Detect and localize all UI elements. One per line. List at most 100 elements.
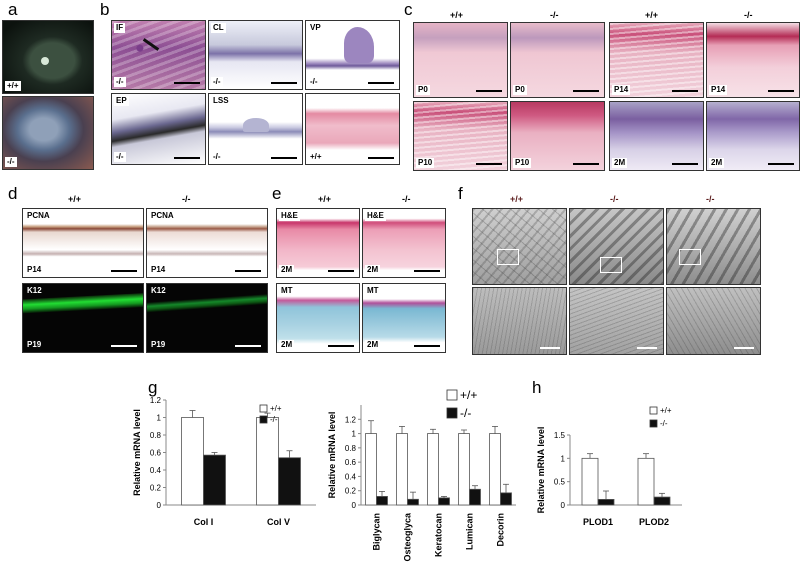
histology-tile: P10 — [413, 101, 508, 171]
electron-micrograph — [569, 208, 664, 285]
age-tag: P14 — [612, 85, 631, 95]
legend-swatch — [259, 404, 268, 413]
electron-micrograph-zoom — [666, 287, 761, 355]
zoom-box — [497, 249, 519, 265]
y-tick-label: 0.8 — [345, 444, 357, 453]
scale-bar — [271, 157, 297, 159]
scale-bar — [328, 345, 354, 347]
scale-bar — [368, 157, 394, 159]
zoom-box — [600, 257, 622, 273]
bar — [365, 433, 377, 506]
bar — [203, 454, 226, 506]
bar — [376, 496, 388, 506]
y-tick-label: 1.5 — [554, 431, 566, 440]
panel-d-label: d — [8, 184, 18, 203]
legend-label: +/+ — [460, 388, 477, 402]
stain-tag: PCNA — [25, 211, 52, 221]
histology-tile: EP -/- — [111, 93, 206, 165]
scale-bar — [476, 90, 502, 92]
genotype-tag: -/- — [5, 157, 17, 167]
stain-tag: K12 — [27, 286, 42, 295]
legend-label: -/- — [270, 415, 278, 424]
bar — [256, 417, 279, 506]
scale-bar — [637, 347, 657, 349]
legend-swatch — [649, 419, 658, 428]
bar — [278, 457, 301, 506]
chart-col-mrna: Relative mRNA level 0 0.2 0.4 0.6 0.8 1 1.2 Col … — [132, 396, 316, 527]
scale-bar — [573, 90, 599, 92]
panel-b-label: b — [100, 0, 110, 19]
age-tag: P10 — [416, 158, 435, 168]
legend-label: +/+ — [660, 406, 672, 415]
age-tag: 2M — [612, 158, 628, 168]
bar — [637, 457, 655, 506]
histology-tile: IF -/- — [111, 20, 206, 90]
scale-bar — [672, 163, 698, 165]
column-header: -/- — [550, 10, 559, 20]
ihc-tile: PCNA P14 — [22, 208, 144, 278]
electron-micrograph — [472, 208, 567, 285]
x-tick-label: Decorin — [496, 513, 506, 547]
scale-bar — [174, 157, 200, 159]
tile-tag: CL — [211, 23, 226, 33]
panel-e-label: e — [272, 184, 282, 203]
legend-label: -/- — [660, 419, 668, 428]
histology-tile: LSS -/- — [208, 93, 303, 165]
legend-label: +/+ — [270, 404, 282, 413]
age-tag: P14 — [149, 265, 168, 275]
age-tag: 2M — [365, 265, 381, 275]
histology-tile: P10 — [510, 101, 605, 171]
x-tick-label: Keratocan — [434, 513, 444, 557]
tile-tag: EP — [114, 96, 129, 106]
lesion-shape — [243, 118, 269, 132]
bar — [181, 417, 204, 506]
fluorescence-tile: K12 P19 — [146, 283, 268, 353]
age-tag: P19 — [151, 340, 166, 349]
bar — [458, 433, 470, 506]
histology-tile: P14 — [609, 22, 704, 98]
tile-tag: LSS — [211, 96, 231, 106]
genotype-tag: -/- — [114, 152, 126, 162]
y-tick-label: 0.6 — [150, 449, 162, 458]
age-tag: P19 — [27, 340, 42, 349]
x-tick-label: Col I — [194, 517, 214, 527]
genotype-tag: -/- — [211, 152, 223, 162]
scale-bar — [414, 270, 440, 272]
y-tick-label: 0.5 — [554, 478, 566, 487]
scale-bar — [111, 270, 137, 272]
scale-bar — [174, 82, 200, 84]
histology-tile: P14 — [706, 22, 800, 98]
bar — [407, 498, 419, 506]
scale-bar — [573, 163, 599, 165]
histology-tile: CL -/- — [208, 20, 303, 90]
bar — [469, 488, 481, 506]
histology-tile: MT 2M — [276, 283, 360, 353]
histology-tile: P0 — [413, 22, 508, 98]
column-header: +/+ — [68, 194, 82, 204]
stain-tag: H&E — [365, 211, 386, 221]
stain-tag: K12 — [151, 286, 166, 295]
y-axis-label: Relative mRNA level — [132, 409, 142, 496]
scale-bar — [111, 345, 137, 347]
y-axis-label: Relative mRNA level — [536, 427, 546, 514]
age-tag: P0 — [416, 85, 430, 95]
age-tag: 2M — [365, 340, 381, 350]
age-tag: P10 — [513, 158, 532, 168]
electron-micrograph — [666, 208, 761, 285]
column-header: -/- — [402, 194, 411, 204]
histology-tile: 2M — [609, 101, 704, 171]
panel-f-label: f — [458, 184, 463, 203]
scale-bar — [476, 163, 502, 165]
genotype-tag: +/+ — [308, 152, 324, 162]
histology-tile: 2M — [706, 101, 800, 171]
x-tick-label: Lumican — [465, 513, 475, 550]
eye-photo-wildtype: +/+ — [2, 20, 94, 94]
y-tick-label: 1.2 — [345, 415, 357, 424]
x-tick-label: PLOD2 — [639, 517, 669, 527]
y-tick-label: 0 — [352, 501, 357, 510]
scale-bar — [768, 90, 794, 92]
fluorescence-tile: K12 P19 — [22, 283, 144, 353]
age-tag: P14 — [709, 85, 728, 95]
scale-bar — [235, 345, 261, 347]
legend-swatch — [259, 415, 268, 424]
